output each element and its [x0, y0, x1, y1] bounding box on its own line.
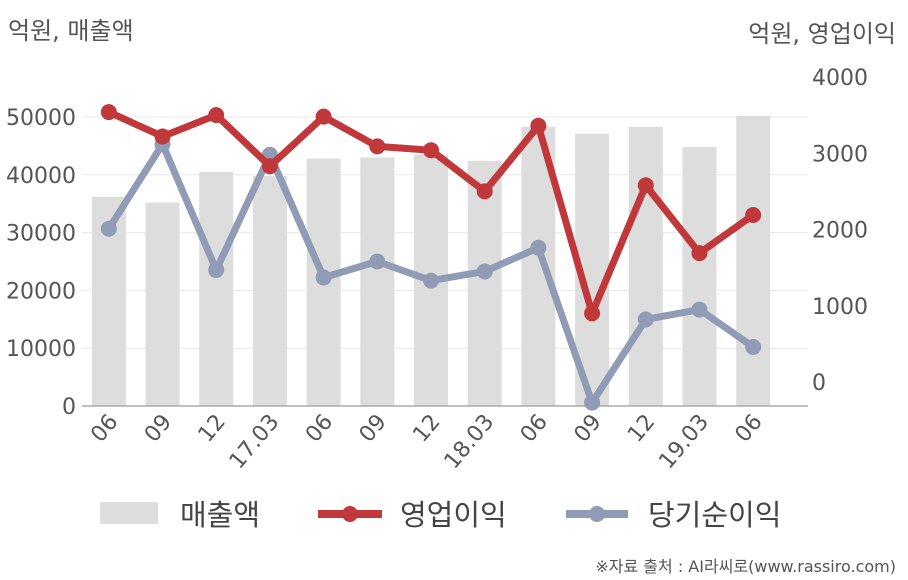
point-operating-profit — [423, 142, 439, 159]
point-net-income — [584, 394, 601, 411]
right-tick-label: 0 — [812, 371, 826, 396]
bar-revenue — [628, 126, 663, 407]
point-operating-profit — [154, 128, 171, 145]
point-operating-profit — [745, 207, 762, 224]
left-tick-label: 10000 — [6, 337, 76, 362]
bar-revenue — [360, 157, 395, 406]
point-operating-profit — [100, 104, 117, 121]
revenue-bars — [91, 115, 771, 407]
point-net-income — [637, 311, 654, 328]
x-tick-label: 09 — [355, 410, 392, 448]
point-net-income — [745, 338, 762, 355]
bar-revenue — [736, 115, 771, 407]
x-tick-label: 06 — [301, 410, 338, 448]
point-net-income — [100, 220, 117, 237]
bar-revenue — [682, 147, 717, 406]
bar-revenue — [199, 171, 234, 406]
point-operating-profit — [261, 158, 278, 175]
legend-swatch-revenue — [100, 502, 158, 524]
left-tick-label: 20000 — [6, 279, 76, 304]
left-tick-label: 40000 — [6, 164, 76, 189]
legend-label-revenue: 매출액 — [180, 498, 260, 532]
point-operating-profit — [530, 117, 547, 134]
legend: 매출액 영업이익 당기순이익 — [100, 498, 781, 532]
left-tick-label: 50000 — [6, 106, 76, 131]
legend-label-operating-profit: 영업이익 — [400, 498, 507, 532]
point-net-income — [369, 253, 386, 270]
point-net-income — [530, 239, 547, 256]
right-axis-ticks: 0 1000 2000 3000 4000 — [812, 66, 868, 396]
right-tick-label: 4000 — [812, 66, 868, 91]
bar-revenue — [252, 175, 287, 406]
source-note: ※자료 출처 : AI라씨로(www.rassiro.com) — [595, 557, 896, 576]
x-tick-label: 06 — [516, 410, 553, 448]
point-operating-profit — [369, 138, 386, 155]
x-tick-label: 09 — [570, 410, 607, 448]
profit-lines — [100, 104, 762, 411]
point-operating-profit — [637, 177, 654, 194]
point-net-income — [476, 263, 493, 280]
point-net-income — [315, 269, 332, 286]
legend-label-net-income: 당기순이익 — [648, 498, 781, 532]
point-operating-profit — [208, 107, 225, 124]
x-tick-label: 06 — [731, 410, 768, 448]
x-tick-label: 12 — [194, 410, 231, 448]
point-operating-profit — [691, 245, 708, 262]
x-tick-label: 06 — [86, 410, 123, 448]
legend-marker-net-income — [589, 506, 605, 522]
x-tick-label: 12 — [408, 410, 445, 448]
bar-revenue — [145, 202, 180, 406]
x-tick-label: 09 — [140, 410, 177, 448]
x-tick-label: 19.03 — [654, 410, 714, 474]
x-tick-label: 17.03 — [225, 410, 285, 474]
right-tick-label: 3000 — [812, 142, 868, 167]
left-tick-label: 0 — [62, 395, 76, 420]
point-operating-profit — [476, 183, 493, 200]
legend-marker-operating-profit — [342, 506, 358, 522]
point-net-income — [208, 261, 225, 278]
bar-revenue — [467, 160, 502, 406]
left-axis-ticks: 0 10000 20000 30000 40000 50000 — [6, 106, 76, 420]
point-net-income — [423, 272, 439, 289]
left-axis-unit: 억원, 매출액 — [8, 17, 134, 45]
point-operating-profit — [584, 305, 601, 322]
point-operating-profit — [315, 108, 332, 125]
x-tick-label: 18.03 — [440, 410, 500, 474]
point-net-income — [691, 301, 708, 318]
right-tick-label: 2000 — [812, 219, 868, 244]
right-tick-label: 1000 — [812, 295, 868, 320]
left-tick-label: 30000 — [6, 222, 76, 247]
x-tick-label: 12 — [623, 410, 660, 448]
right-axis-unit: 억원, 영업이익 — [748, 20, 896, 48]
